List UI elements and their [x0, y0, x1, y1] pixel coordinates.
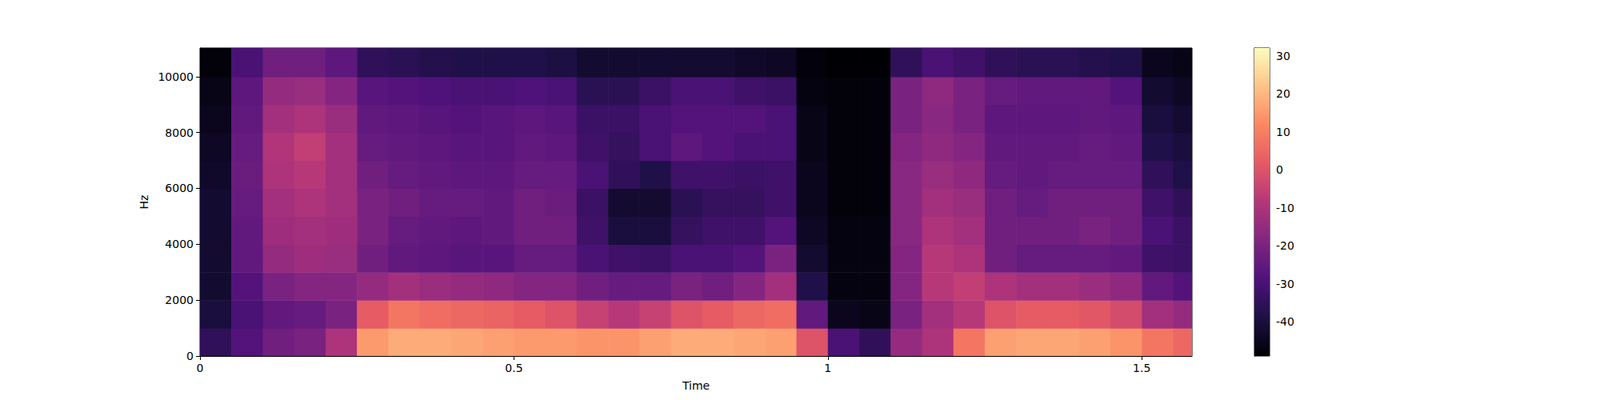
svg-text:-40: -40	[1276, 315, 1295, 328]
svg-text:4000: 4000	[164, 237, 194, 251]
svg-text:20: 20	[1276, 87, 1291, 100]
svg-text:30: 30	[1276, 49, 1291, 63]
svg-text:-30: -30	[1276, 277, 1295, 291]
svg-text:0: 0	[196, 361, 204, 375]
svg-text:0: 0	[1276, 163, 1284, 176]
svg-text:Hz: Hz	[137, 195, 151, 210]
svg-text:0.5: 0.5	[504, 361, 523, 375]
svg-text:6000: 6000	[164, 181, 194, 195]
svg-text:1: 1	[824, 361, 832, 375]
svg-text:2000: 2000	[164, 293, 194, 307]
svg-text:8000: 8000	[164, 126, 194, 140]
svg-text:Time: Time	[681, 379, 710, 392]
svg-text:-20: -20	[1276, 239, 1295, 252]
svg-text:0: 0	[186, 349, 194, 363]
svg-text:1.5: 1.5	[1132, 361, 1151, 375]
svg-text:10000: 10000	[157, 70, 194, 84]
svg-text:10: 10	[1276, 125, 1291, 139]
svg-text:-10: -10	[1276, 201, 1295, 215]
